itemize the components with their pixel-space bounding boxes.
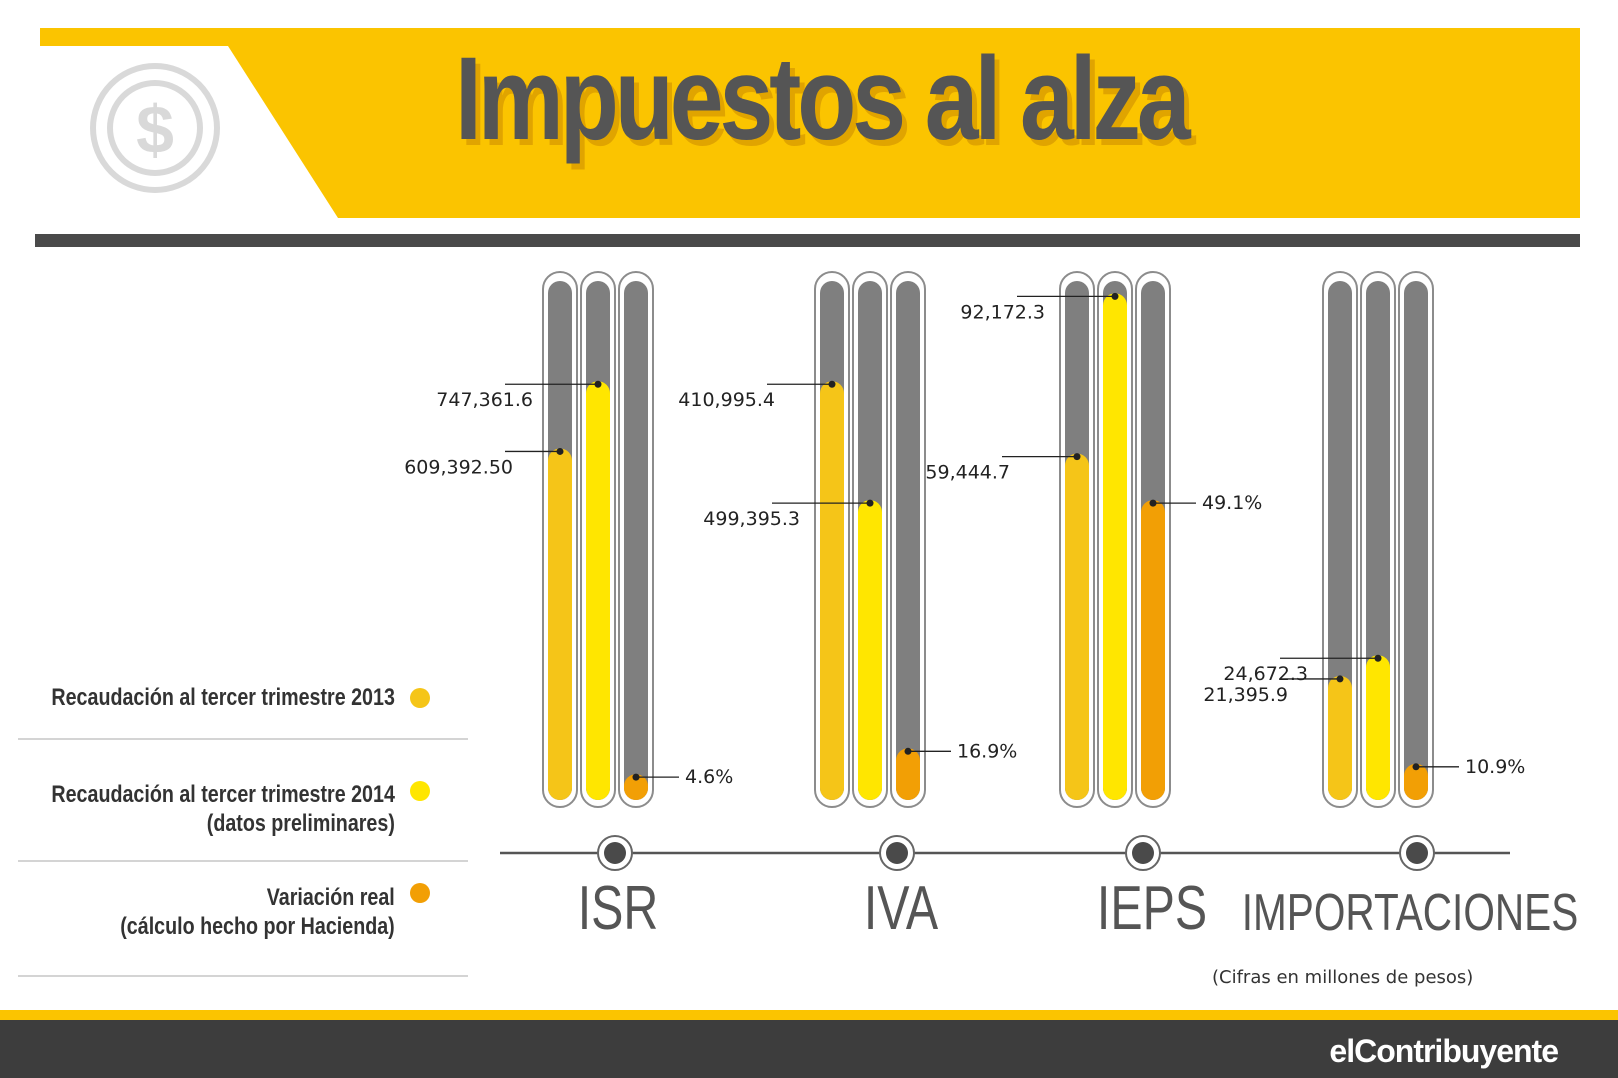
bar-importaciones-series-3 [1404, 763, 1428, 800]
value-label-importaciones-series-3: 10.9% [1465, 756, 1525, 778]
value-label-iva-series-2: 499,395.3 [703, 508, 800, 530]
legend-label-3: Variación real (cálculo hecho por Haciend… [121, 883, 395, 941]
page-title: Impuestos al alza [455, 33, 1191, 165]
category-label-ieps: IEPS [1096, 874, 1208, 943]
legend-label-line: Recaudación al tercer trimestre 2013 [51, 684, 395, 711]
legend-label-line: (datos preliminares) [206, 810, 395, 837]
bar-importaciones-series-2 [1366, 655, 1390, 800]
legend-label-line: (cálculo hecho por Hacienda) [120, 913, 395, 940]
bar-ieps-series-1 [1065, 453, 1089, 800]
bar-iva-series-1 [820, 381, 844, 800]
legend-label-line: Variación real [267, 884, 395, 911]
tube-track [1404, 281, 1428, 800]
header-band: $ [0, 0, 1618, 260]
circle-marker-dot [1132, 842, 1154, 864]
value-label-importaciones-series-1: 21,395.9 [1203, 684, 1288, 706]
bar-isr-series-3 [624, 774, 648, 800]
bar-isr-series-2 [586, 381, 610, 800]
tube-track [624, 281, 648, 800]
value-label-iva-series-1: 410,995.4 [678, 389, 775, 411]
category-label-importaciones: IMPORTACIONES [1241, 884, 1579, 942]
brand-logo: elContribuyente [1329, 1033, 1559, 1069]
svg-text:$: $ [136, 92, 174, 168]
legend-label-1: Recaudación al tercer trimestre 2013 [52, 683, 395, 712]
circle-marker-dot [1406, 842, 1428, 864]
circle-marker-dot [886, 842, 908, 864]
bar-iva-series-2 [858, 500, 882, 800]
header-graphic: $ [30, 28, 1580, 247]
legend-label-2: Recaudación al tercer trimestre 2014 (dat… [52, 780, 395, 838]
legend-divider [18, 975, 468, 977]
tube-track [1328, 281, 1352, 800]
bar-ieps-series-2 [1103, 293, 1127, 800]
legend-swatch-3 [410, 883, 430, 903]
category-label-isr: ISR [577, 874, 659, 943]
legend-swatch-1 [410, 688, 430, 708]
tube-track [896, 281, 920, 800]
value-label-importaciones-series-2: 24,672.3 [1223, 663, 1308, 685]
legend-label-line: Recaudación al tercer trimestre 2014 [51, 781, 395, 808]
bar-ieps-series-3 [1141, 500, 1165, 800]
value-label-ieps-series-1: 59,444.7 [925, 462, 1010, 484]
bar-iva-series-3 [896, 748, 920, 800]
footer-stripe [0, 1010, 1618, 1020]
bar-importaciones-series-1 [1328, 675, 1352, 800]
value-label-ieps-series-3: 49.1% [1202, 492, 1262, 514]
units-note: (Cifras en millones de pesos) [1212, 967, 1474, 988]
value-label-isr-series-2: 747,361.6 [436, 389, 533, 411]
legend-swatch-2 [410, 781, 430, 801]
value-label-ieps-series-2: 92,172.3 [960, 301, 1045, 323]
dollar-coin-icon: $ [90, 63, 220, 193]
category-label-iva: IVA [863, 874, 939, 943]
value-label-isr-series-3: 4.6% [685, 766, 733, 788]
legend-divider [18, 860, 468, 862]
value-label-iva-series-3: 16.9% [957, 740, 1017, 762]
header-divider [35, 234, 1580, 247]
chart: 609,392.50 747,361.6 4.6% 410,995.4 499,395.… [404, 271, 1525, 871]
footer-bar [0, 1020, 1618, 1078]
circle-marker-dot [604, 842, 626, 864]
legend-divider [18, 738, 468, 740]
value-label-isr-series-1: 609,392.50 [404, 456, 513, 478]
bar-isr-series-1 [548, 448, 572, 800]
